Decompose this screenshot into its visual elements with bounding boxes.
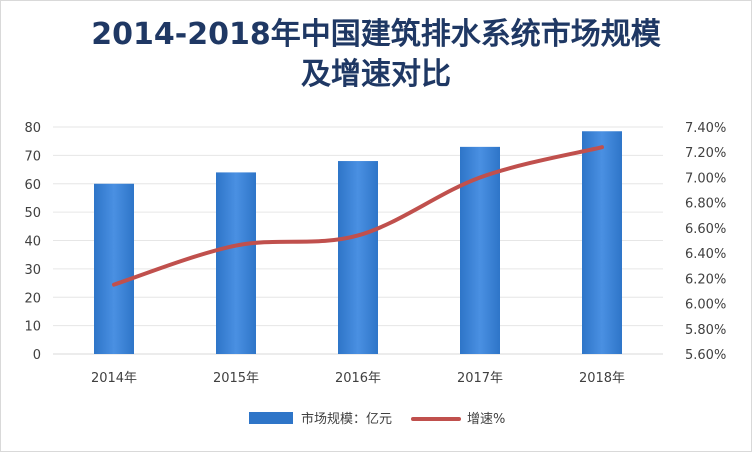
x-tick-label: 2015年 — [213, 371, 259, 386]
y-left-tick-label: 80 — [24, 121, 41, 136]
chart-title: 2014-2018年中国建筑排水系统市场规模 及增速对比 — [1, 15, 751, 95]
legend-label-line: 增速% — [467, 412, 505, 427]
growth-rate-line — [112, 145, 604, 287]
y-left-tick-label: 10 — [24, 320, 41, 335]
bar — [338, 161, 378, 354]
y-left-tick-label: 70 — [24, 149, 41, 164]
y-right-tick-label: 6.20% — [685, 272, 726, 287]
y-left-tick-label: 0 — [33, 348, 41, 363]
y-right-tick-label: 6.80% — [685, 197, 726, 212]
y-right-tick-label: 7.00% — [685, 171, 726, 186]
chart-title-line-2: 及增速对比 — [301, 57, 451, 92]
legend-bar-swatch — [249, 412, 293, 424]
y-right-tick-label: 6.60% — [685, 222, 726, 237]
y-right-tick-label: 7.20% — [685, 146, 726, 161]
y-left-tick-label: 60 — [24, 178, 41, 193]
y-right-tick-label: 6.00% — [685, 298, 726, 313]
y-left-tick-label: 50 — [24, 206, 41, 221]
y-left-tick-label: 20 — [24, 291, 41, 306]
y-right-tick-label: 5.60% — [685, 348, 726, 363]
legend-label-bar: 市场规模：亿元 — [301, 411, 392, 427]
y-right-tick-label: 6.40% — [685, 247, 726, 262]
x-tick-label: 2017年 — [457, 371, 503, 386]
y-right-tick-label: 7.40% — [685, 121, 726, 136]
y-left-tick-label: 40 — [24, 235, 41, 250]
y-left-tick-label: 30 — [24, 263, 41, 278]
chart-title-line-1: 2014-2018年中国建筑排水系统市场规模 — [91, 17, 661, 52]
y-right-tick-label: 5.80% — [685, 323, 726, 338]
x-tick-label: 2018年 — [579, 371, 625, 386]
bar — [216, 172, 256, 354]
x-tick-label: 2014年 — [91, 371, 137, 386]
bar — [582, 131, 622, 354]
x-tick-label: 2016年 — [335, 371, 381, 386]
bar — [94, 183, 134, 354]
